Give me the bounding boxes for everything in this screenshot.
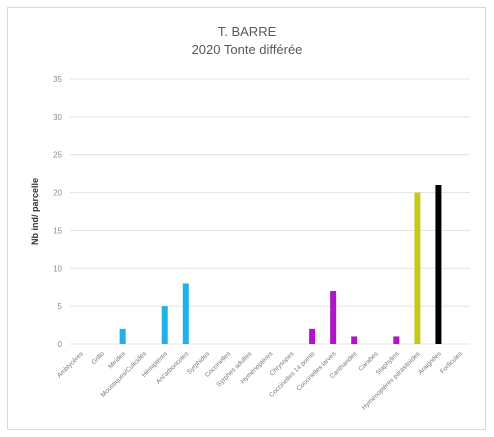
y-tick-label: 5 — [58, 302, 63, 311]
bar-13 — [330, 291, 337, 344]
bar-18 — [435, 185, 442, 344]
y-tick-label: 0 — [58, 340, 63, 349]
bar-16 — [393, 336, 400, 344]
bar-17 — [414, 192, 421, 344]
bar-12 — [309, 328, 316, 344]
chart-subtitle: 2020 Tonte différée — [191, 42, 303, 57]
chart-frame — [7, 7, 486, 430]
y-tick-label: 20 — [53, 189, 62, 198]
y-axis-label: Nb ind/ parcelle — [30, 178, 40, 245]
y-tick-label: 35 — [53, 75, 62, 84]
x-tick-label: Amblycères — [56, 350, 85, 379]
x-tick-label: Grillo — [90, 350, 106, 366]
bar-6 — [182, 283, 189, 344]
chart-title: T. BARRE — [217, 24, 277, 39]
y-tick-label: 15 — [53, 226, 62, 235]
y-tick-label: 30 — [53, 113, 62, 122]
x-tick-label: Mirides — [107, 350, 127, 370]
x-tick-label: Forficules — [439, 350, 464, 375]
bar-14 — [351, 336, 358, 344]
y-tick-label: 10 — [53, 264, 62, 273]
bar-3 — [119, 328, 126, 344]
y-tick-label: 25 — [53, 151, 62, 160]
bar-5 — [161, 306, 168, 344]
